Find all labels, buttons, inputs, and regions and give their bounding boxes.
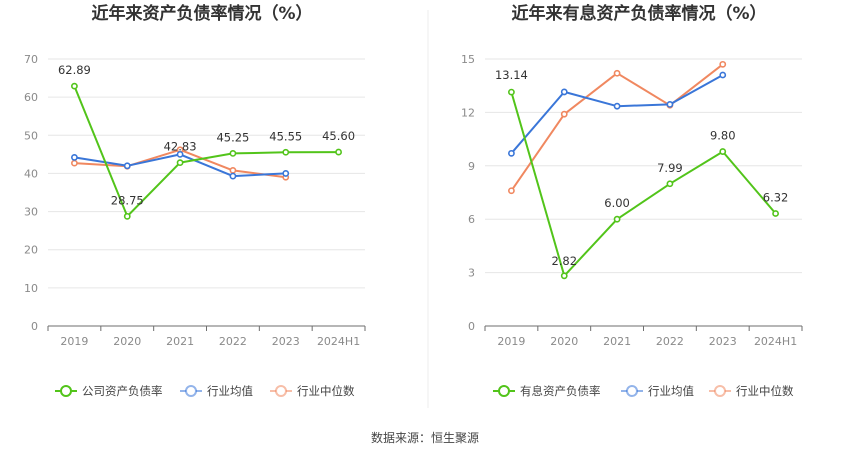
- data-point: [176, 150, 184, 158]
- data-point: [71, 159, 78, 167]
- data-label: 45.55: [269, 129, 302, 143]
- y-tick-label: 70: [24, 53, 38, 66]
- data-label: 2.82: [551, 254, 577, 268]
- x-tick-label: 2023: [272, 335, 300, 348]
- chart-title: 近年来有息资产负债率情况（%）: [511, 3, 766, 24]
- legend-label: 行业均值: [207, 384, 253, 398]
- legend-swatch-marker: [626, 385, 638, 397]
- data-point: [229, 172, 237, 180]
- y-tick-label: 10: [24, 282, 38, 295]
- y-tick-label: 6: [468, 213, 475, 226]
- data-label: 9.80: [710, 129, 736, 143]
- data-point: [560, 272, 568, 280]
- legend-item: 公司资产负债率: [55, 384, 163, 398]
- data-point: [282, 170, 290, 177]
- data-label: 6.32: [763, 191, 789, 205]
- data-point: [719, 71, 727, 79]
- x-tick-label: 2022: [656, 335, 684, 348]
- data-label: 7.99: [657, 161, 683, 175]
- data-point: [613, 215, 621, 223]
- chart-title: 近年来资产负债率情况（%）: [91, 3, 312, 24]
- data-label: 28.75: [111, 193, 144, 207]
- data-point: [229, 166, 237, 174]
- data-point: [123, 212, 131, 220]
- data-label: 45.60: [322, 129, 355, 143]
- data-point: [176, 159, 184, 167]
- y-tick-label: 50: [24, 129, 38, 142]
- legend-item: 行业中位数: [709, 384, 794, 398]
- interest-bearing-debt-ratio-chart: 近年来有息资产负债率情况（%） 0 3 6 9 12 15 2019 2020 2021 2022 2…: [461, 3, 803, 398]
- x-tick-label: 2021: [603, 335, 631, 348]
- data-label: 42.83: [164, 140, 197, 154]
- data-point: [282, 148, 290, 156]
- data-point: [666, 180, 674, 188]
- y-tick-label: 60: [24, 91, 38, 104]
- y-tick-label: 0: [31, 320, 38, 333]
- legend-swatch-marker: [60, 385, 72, 397]
- x-tick-label: 2020: [550, 335, 578, 348]
- data-point: [560, 110, 568, 118]
- data-label: 13.14: [495, 68, 528, 82]
- series-line: [510, 74, 724, 154]
- data-point: [123, 162, 131, 170]
- data-point: [229, 150, 237, 157]
- legend-swatch-marker: [714, 385, 726, 397]
- data-label: 62.89: [58, 63, 91, 77]
- legend-item: 有息资产负债率: [493, 384, 601, 398]
- legend-label: 公司资产负债率: [82, 384, 163, 398]
- data-point: [71, 154, 78, 161]
- data-label: 45.25: [216, 130, 249, 144]
- data-point: [666, 100, 674, 108]
- x-tick-label: 2023: [709, 335, 737, 348]
- legend-label: 行业中位数: [736, 384, 794, 398]
- x-tick-label: 2024H1: [754, 335, 797, 348]
- data-point: [508, 149, 515, 157]
- legend-swatch-marker: [185, 385, 197, 397]
- data-point: [719, 60, 727, 68]
- data-point: [772, 210, 779, 217]
- x-tick-label: 2021: [166, 335, 194, 348]
- legend-swatch-marker: [498, 385, 510, 397]
- series-line: [73, 85, 339, 218]
- y-tick-label: 3: [468, 267, 475, 280]
- y-tick-label: 40: [24, 167, 38, 180]
- series-line: [510, 91, 777, 277]
- data-source-note: 数据来源：恒生聚源: [371, 430, 479, 445]
- x-tick-label: 2019: [497, 335, 525, 348]
- data-point: [613, 69, 621, 77]
- legend-swatch-marker: [275, 385, 287, 397]
- y-tick-label: 30: [24, 206, 38, 219]
- data-point: [560, 88, 568, 96]
- data-point: [613, 102, 621, 110]
- y-tick-label: 15: [461, 53, 475, 66]
- x-tick-label: 2020: [113, 335, 141, 348]
- data-point: [335, 148, 342, 156]
- y-tick-label: 9: [468, 160, 475, 173]
- y-tick-label: 12: [461, 106, 475, 119]
- data-point: [719, 148, 727, 155]
- legend-label: 有息资产负债率: [520, 384, 601, 398]
- legend-item: 行业均值: [621, 384, 694, 398]
- legend-label: 行业中位数: [297, 384, 355, 398]
- y-tick-label: 0: [468, 320, 475, 333]
- x-tick-label: 2019: [60, 335, 88, 348]
- y-tick-label: 20: [24, 244, 38, 257]
- data-point: [71, 82, 78, 90]
- legend-item: 行业中位数: [270, 384, 355, 398]
- x-tick-label: 2024H1: [317, 335, 360, 348]
- legend-label: 行业均值: [648, 384, 694, 398]
- debt-ratio-chart: 近年来资产负债率情况（%） 0 10 20 30 40 50 60 70 2019 2020 2021…: [24, 3, 366, 398]
- legend-item: 行业均值: [180, 384, 253, 398]
- data-point: [508, 187, 515, 195]
- data-label: 6.00: [604, 196, 630, 210]
- data-point: [508, 88, 515, 96]
- x-tick-label: 2022: [219, 335, 247, 348]
